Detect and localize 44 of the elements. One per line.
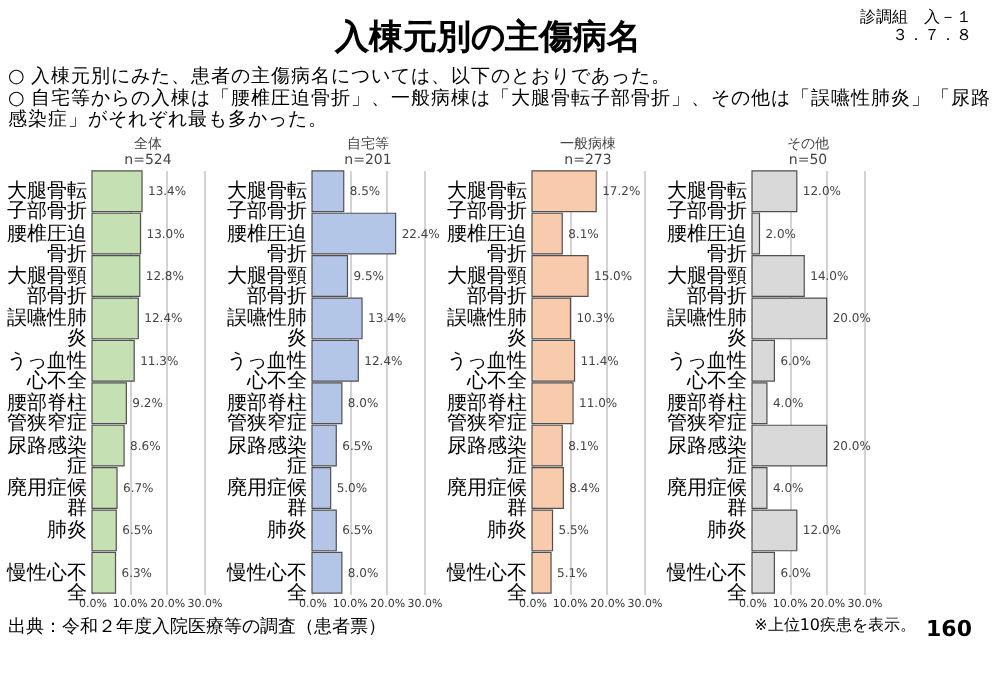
y-tick-label: 尿路感染症 [7, 433, 87, 478]
y-tick-label: 腰部脊柱管狭窄症 [447, 391, 527, 436]
y-tick-label: うっ血性心不全 [227, 348, 307, 393]
y-tick-label: 大腿骨頸部骨折 [227, 264, 307, 308]
text: ○ 自宅等からの入棟は「腰椎圧迫骨折」、一般病棟は「大腿骨転子部骨折」、その他は「誤嚥性肺炎」「尿路感染症」がそれぞれ最も多かった。 [8, 86, 991, 131]
y-tick-label: 肺炎 [487, 518, 527, 543]
y-tick-label: 腰椎圧迫骨折 [227, 221, 307, 266]
text: ３．７．８ [892, 26, 972, 44]
y-tick-label: 腰椎圧迫骨折 [447, 221, 527, 266]
y-tick-label: 尿路感染症 [447, 433, 527, 478]
y-tick-label: 誤嚥性肺炎 [667, 306, 747, 351]
y-tick-label: うっ血性心不全 [667, 348, 747, 393]
y-tick-label: 腰部脊柱管狭窄症 [7, 391, 87, 436]
y-tick-label: 肺炎 [707, 518, 747, 543]
y-tick-label: 大腿骨頸部骨折 [447, 264, 527, 308]
y-tick-label: 廃用症候群 [447, 476, 527, 520]
y-tick-label: 肺炎 [47, 518, 87, 543]
text: ○ 入棟元別にみた、患者の主傷病名については、以下のとおりであった。 [8, 64, 671, 88]
y-tick-label: 大腿骨転子部骨折 [227, 179, 307, 224]
y-tick-label: 腰部脊柱管狭窄症 [667, 391, 747, 436]
y-tick-label: 誤嚥性肺炎 [447, 306, 527, 351]
y-tick-label: 肺炎 [267, 518, 307, 543]
y-tick-label: 大腿骨転子部骨折 [7, 179, 87, 224]
source-note: 出典：令和２年度入院医療等の調査（患者票） [8, 616, 386, 638]
text: 160 [926, 616, 973, 642]
y-tick-label: 腰部脊柱管狭窄症 [227, 391, 307, 436]
y-tick-label: 腰椎圧迫骨折 [667, 221, 747, 266]
y-tick-label: 大腿骨頸部骨折 [667, 264, 747, 308]
y-tick-label: 誤嚥性肺炎 [227, 306, 307, 351]
y-tick-label: 大腿骨転子部骨折 [667, 179, 747, 224]
y-tick-label: 尿路感染症 [227, 433, 307, 478]
y-tick-label: 腰椎圧迫骨折 [7, 221, 87, 266]
text: 入棟元別の主傷病名 [333, 18, 641, 58]
y-tick-label: 廃用症候群 [227, 476, 307, 520]
y-tick-label: 誤嚥性肺炎 [7, 306, 87, 351]
y-tick-label: 廃用症候群 [7, 476, 87, 520]
y-tick-label: 尿路感染症 [667, 433, 747, 478]
y-tick-label: 大腿骨頸部骨折 [7, 264, 87, 308]
text: 診調組 入－１ [860, 8, 972, 26]
y-tick-label: 大腿骨転子部骨折 [447, 179, 527, 224]
text: ※上位10疾患を表示。 [754, 616, 916, 634]
y-tick-label: 廃用症候群 [667, 476, 747, 520]
y-tick-label: うっ血性心不全 [7, 348, 87, 393]
y-tick-label: うっ血性心不全 [447, 348, 527, 393]
